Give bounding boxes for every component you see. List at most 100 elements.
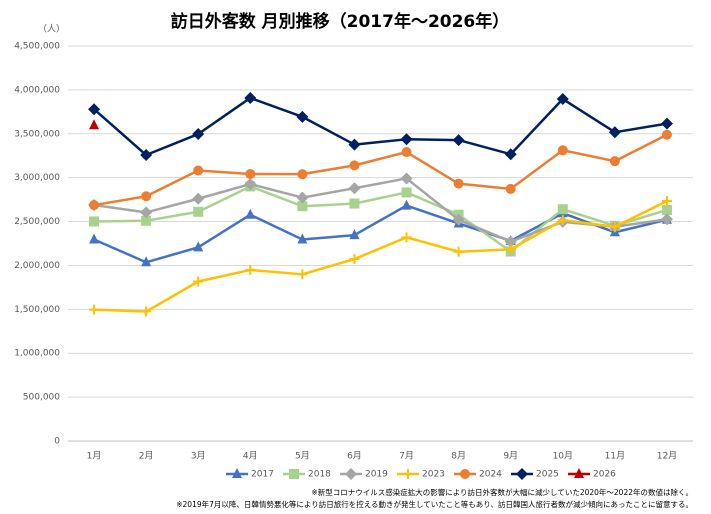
- marker: [661, 129, 672, 140]
- marker: [244, 178, 257, 191]
- y-tick-label: 0: [54, 437, 60, 447]
- legend-label: 2018: [308, 470, 331, 480]
- series-line: [94, 185, 668, 253]
- y-tick-label: 1,000,000: [14, 349, 60, 359]
- series: [88, 172, 673, 248]
- marker: [140, 149, 153, 162]
- marker: [244, 91, 257, 104]
- y-tick-label: 2,500,000: [14, 217, 60, 227]
- marker: [297, 201, 308, 212]
- marker: [193, 206, 204, 217]
- marker: [141, 215, 152, 226]
- legend-label: 2019: [365, 470, 388, 480]
- marker: [453, 178, 464, 189]
- marker: [289, 469, 299, 479]
- marker: [349, 198, 360, 209]
- marker: [89, 216, 100, 227]
- note: ※新型コロナウイルス感染症拡大の影響により訪日外客数が大幅に減少していた2020…: [311, 487, 693, 497]
- y-tick-label: 1,500,000: [14, 305, 60, 315]
- x-tick-label: 6月: [347, 451, 362, 462]
- marker: [401, 232, 412, 243]
- marker: [193, 276, 204, 287]
- legend-item: 2017: [226, 468, 274, 480]
- x-tick-label: 10月: [553, 451, 573, 462]
- marker: [556, 93, 569, 106]
- marker: [245, 168, 256, 179]
- legend-item: 2023: [397, 469, 445, 480]
- marker: [141, 191, 152, 202]
- marker: [349, 160, 360, 171]
- marker: [660, 213, 673, 226]
- marker: [297, 269, 308, 280]
- x-tick-label: 9月: [503, 451, 518, 462]
- series-line: [93, 204, 668, 264]
- marker: [297, 169, 308, 180]
- legend-label: 2017: [251, 470, 274, 480]
- legend-item: 2026: [568, 468, 616, 480]
- marker: [557, 204, 568, 215]
- marker: [296, 110, 309, 123]
- marker: [609, 221, 620, 232]
- legend-item: 2024: [454, 469, 502, 480]
- marker: [661, 196, 672, 207]
- legend-item: 2025: [511, 468, 559, 480]
- marker: [192, 128, 205, 141]
- y-unit: （人）: [38, 24, 65, 35]
- marker: [141, 256, 152, 267]
- series: [89, 129, 672, 211]
- x-tick-label: 1月: [87, 451, 102, 462]
- marker: [452, 134, 465, 147]
- series: [88, 91, 673, 162]
- marker: [400, 172, 413, 185]
- series-line: [93, 96, 668, 157]
- series: [89, 196, 672, 317]
- marker: [452, 213, 465, 226]
- marker: [403, 469, 413, 479]
- marker: [505, 183, 516, 194]
- marker: [349, 254, 360, 265]
- marker: [401, 187, 412, 198]
- marker: [574, 468, 584, 478]
- marker: [245, 208, 256, 219]
- marker: [504, 148, 517, 161]
- series-line: [93, 133, 668, 207]
- x-tick-label: 5月: [295, 451, 310, 462]
- note: ※2019年7月以降、日韓情勢悪化等により訪日旅行を控える動きが発生していたこと…: [176, 499, 693, 509]
- legend-label: 2025: [536, 470, 559, 480]
- x-tick-label: 7月: [399, 451, 414, 462]
- marker: [296, 191, 309, 204]
- marker: [140, 206, 153, 219]
- marker: [401, 147, 412, 158]
- series: [89, 119, 100, 130]
- marker: [660, 117, 673, 130]
- marker: [193, 241, 204, 252]
- series-line: [93, 199, 668, 313]
- marker: [608, 126, 621, 139]
- marker: [557, 215, 568, 226]
- series-line: [93, 177, 668, 243]
- series: [89, 199, 672, 267]
- marker: [141, 306, 152, 317]
- marker: [89, 119, 100, 130]
- y-tick-label: 4,000,000: [14, 85, 60, 95]
- chart-title: 訪日外客数 月別推移（2017年～2026年）: [171, 11, 510, 32]
- x-tick-label: 12月: [657, 451, 677, 462]
- marker: [345, 468, 357, 480]
- marker: [453, 246, 464, 257]
- marker: [609, 156, 620, 167]
- y-tick-label: 3,500,000: [14, 129, 60, 139]
- marker: [245, 264, 256, 275]
- marker: [192, 192, 205, 205]
- marker: [516, 468, 528, 480]
- x-tick-label: 8月: [451, 451, 466, 462]
- marker: [348, 182, 361, 195]
- x-tick-label: 3月: [191, 451, 206, 462]
- marker: [89, 200, 100, 211]
- marker: [297, 233, 308, 244]
- marker: [349, 229, 360, 240]
- marker: [505, 244, 516, 255]
- legend-label: 2026: [593, 470, 616, 480]
- legend-label: 2023: [422, 470, 445, 480]
- marker: [401, 199, 412, 210]
